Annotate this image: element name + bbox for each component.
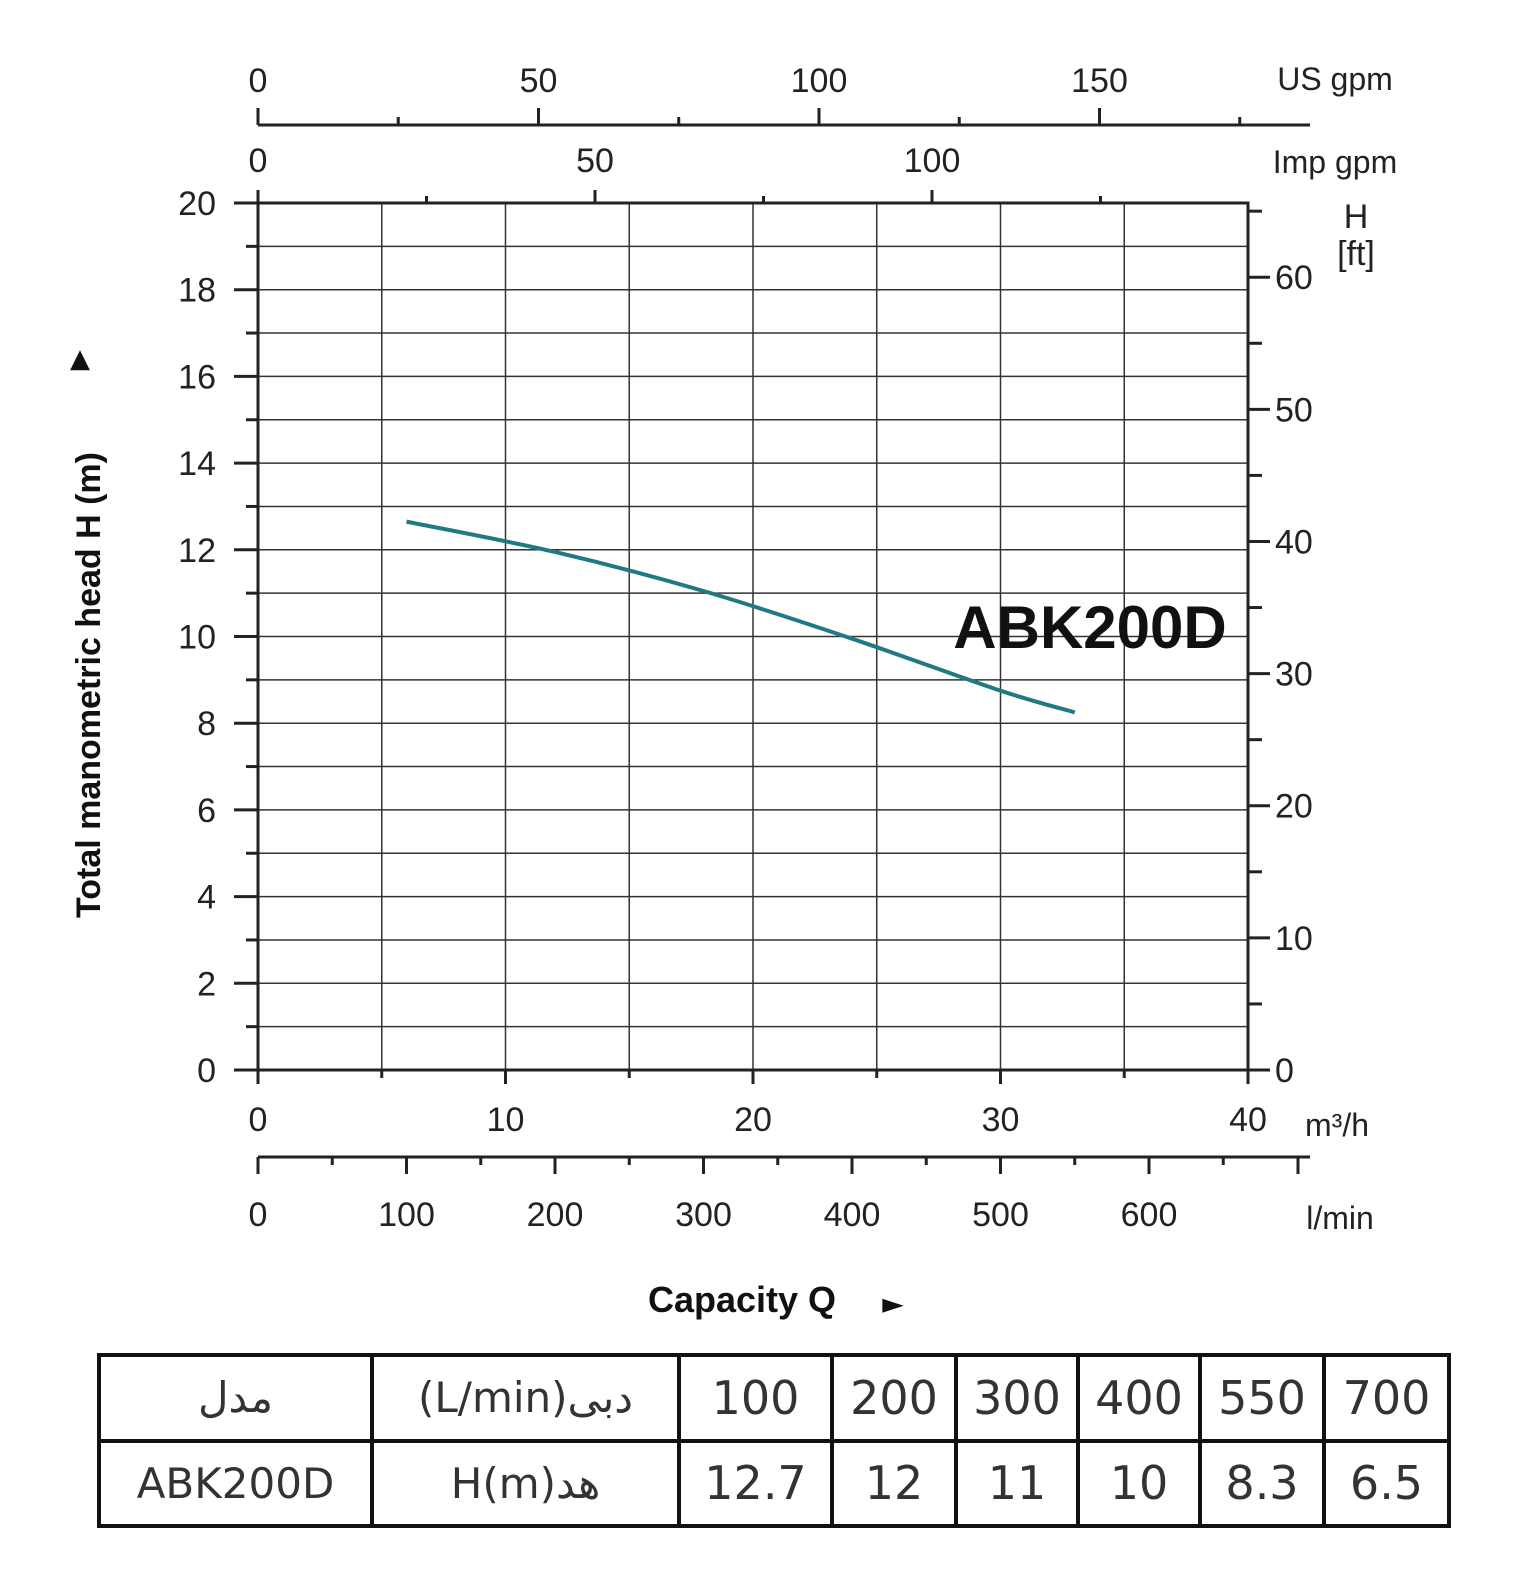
imp-tick-label: 50 <box>576 142 614 180</box>
x-tick-label: 40 <box>1229 1101 1267 1139</box>
y-tick-label: 20 <box>178 185 216 223</box>
performance-table: مدل دبی(L/min) 100 200 300 400 550 700 A… <box>97 1353 1451 1528</box>
ft-tick-label: 30 <box>1275 656 1313 694</box>
x-unit-m3h: m³/h <box>1305 1107 1369 1143</box>
y-axis-arrow-icon: ▲ <box>70 344 90 374</box>
flow-cell: 100 <box>677 1353 834 1443</box>
imp-gpm-unit: Imp gpm <box>1273 144 1397 180</box>
flow-cell: 200 <box>830 1353 958 1443</box>
table-data-row: ABK200D هد(H(m 12.7 12 11 10 8.3 6.5 <box>97 1438 1451 1528</box>
ft-tick-label: 0 <box>1275 1052 1294 1090</box>
performance-curve <box>406 519 1076 715</box>
model-header-cell: مدل <box>97 1353 374 1443</box>
model-label: ABK200D <box>953 594 1226 661</box>
us-tick-label: 150 <box>1071 62 1128 100</box>
flow-cell: 400 <box>1076 1353 1202 1443</box>
y-tick-label: 16 <box>178 358 216 396</box>
lmin-tick-label: 100 <box>378 1196 435 1234</box>
ft-tick-label: 10 <box>1275 920 1313 958</box>
flow-cell: 550 <box>1198 1353 1326 1443</box>
y-tick-label: 0 <box>197 1052 216 1090</box>
lmin-tick-label: 600 <box>1121 1196 1178 1234</box>
x-tick-label: 30 <box>982 1101 1020 1139</box>
y-tick-label: 2 <box>197 965 216 1003</box>
flow-cell: 300 <box>954 1353 1080 1443</box>
axis-ticks <box>234 108 1310 1174</box>
head-cell: 12.7 <box>677 1438 834 1528</box>
model-cell: ABK200D <box>97 1438 374 1528</box>
head-label-cell: هد(H(m <box>370 1438 681 1528</box>
lmin-tick-label: 0 <box>249 1196 268 1234</box>
y-tick-label: 4 <box>197 879 216 917</box>
us-gpm-unit: US gpm <box>1277 61 1393 97</box>
lmin-tick-label: 300 <box>675 1196 732 1234</box>
y-tick-label: 6 <box>197 792 216 830</box>
ft-tick-label: 20 <box>1275 788 1313 826</box>
flow-cell: 700 <box>1322 1353 1451 1443</box>
head-cell: 12 <box>830 1438 958 1528</box>
lmin-tick-label: 400 <box>824 1196 881 1234</box>
head-cell: 6.5 <box>1322 1438 1451 1528</box>
y-tick-label: 10 <box>178 619 216 657</box>
x-tick-label: 10 <box>487 1101 525 1139</box>
x-tick-label: 0 <box>249 1101 268 1139</box>
y-tick-label: 8 <box>197 705 216 743</box>
imp-tick-label: 100 <box>904 142 961 180</box>
imp-tick-label: 0 <box>249 142 268 180</box>
chart-grid <box>258 203 1248 1070</box>
y-axis-title: Total manometric head H (m) <box>70 452 108 918</box>
lmin-tick-label: 200 <box>527 1196 584 1234</box>
us-tick-label: 0 <box>249 62 268 100</box>
right-axis-label-h: H <box>1344 198 1369 236</box>
ft-tick-label: 60 <box>1275 259 1313 297</box>
y-tick-label: 12 <box>178 532 216 570</box>
y-tick-label: 18 <box>178 272 216 310</box>
y-tick-label: 14 <box>178 445 216 483</box>
x-axis-title: Capacity Q <box>648 1279 836 1320</box>
lmin-tick-label: 500 <box>972 1196 1029 1234</box>
flow-header-cell: دبی(L/min) <box>370 1353 681 1443</box>
x-tick-label: 20 <box>734 1101 772 1139</box>
ft-tick-label: 40 <box>1275 523 1313 561</box>
ft-tick-label: 50 <box>1275 391 1313 429</box>
table-header-row: مدل دبی(L/min) 100 200 300 400 550 700 <box>97 1353 1451 1443</box>
us-tick-label: 50 <box>520 62 558 100</box>
head-cell: 8.3 <box>1198 1438 1326 1528</box>
x-unit-lmin: l/min <box>1306 1200 1374 1236</box>
right-axis-label-ft: [ft] <box>1337 235 1375 273</box>
x-axis-arrow-icon: ► <box>882 1287 904 1320</box>
head-cell: 10 <box>1076 1438 1202 1528</box>
head-cell: 11 <box>954 1438 1080 1528</box>
y-axis-title-group: Total manometric head H (m) ▲ <box>70 344 108 918</box>
us-tick-label: 100 <box>791 62 848 100</box>
